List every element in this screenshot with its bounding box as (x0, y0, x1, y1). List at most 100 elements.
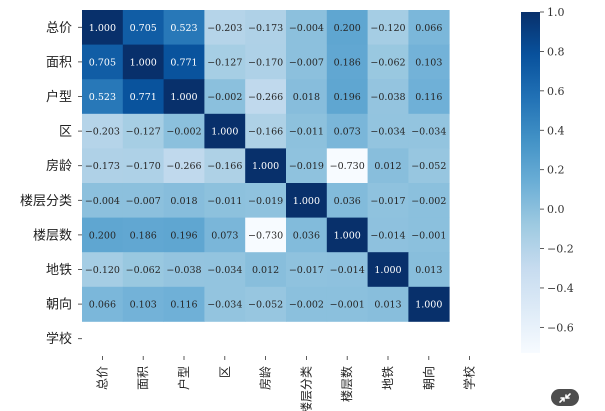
cell-value-label: −0.730 (248, 230, 283, 241)
x-tick-label: 地铁 (381, 366, 395, 390)
cell-value-label: −0.001 (330, 300, 365, 311)
x-tick-label: 楼层数 (339, 366, 354, 402)
x-tick-label: 区 (218, 366, 232, 378)
heatmap-cell (408, 286, 450, 322)
cell-value-label: −0.004 (85, 196, 120, 207)
colorbar-tick-label: 0.8 (547, 45, 565, 58)
heatmap-cell (408, 10, 450, 45)
cell-value-label: −0.034 (370, 127, 405, 138)
x-tick-label: 总价 (95, 366, 109, 390)
heatmap-cell (82, 44, 124, 80)
heatmap-cell (122, 148, 164, 184)
heatmap-cell (408, 148, 450, 184)
heatmap-cell (286, 79, 328, 115)
cell-value-label: −0.038 (370, 92, 405, 103)
cell-value-label: 0.103 (130, 300, 157, 311)
heatmap-cell (204, 148, 246, 184)
cell-value-label: 0.196 (170, 230, 197, 241)
heatmap-cell (367, 183, 409, 218)
heatmap-cell (408, 183, 450, 218)
heatmap-cell (122, 286, 164, 322)
y-tick-label: 房龄 (46, 158, 72, 174)
colorbar-ticks: 1.0 0.8 0.6 0.4 0.2 0.0 −0.2 −0.4 −0.6 (540, 6, 574, 334)
cell-value-label: −0.052 (248, 300, 283, 311)
heatmap-cell (367, 252, 409, 288)
cell-value-label: 0.116 (415, 92, 442, 103)
y-tick-label: 区 (59, 125, 72, 140)
cell-value-label: −0.034 (207, 300, 242, 311)
cell-value-label: 1.000 (415, 300, 442, 311)
cell-value-label: −0.002 (411, 196, 446, 207)
cell-value-label: −0.062 (126, 265, 161, 276)
y-tick-label: 户型 (46, 89, 72, 105)
heatmap-cell (286, 10, 328, 45)
cell-value-label: −0.007 (126, 196, 161, 207)
cell-value-label: −0.166 (248, 127, 283, 138)
cell-value-label: −0.019 (248, 196, 283, 207)
cell-value-label: −0.127 (207, 57, 242, 68)
cell-value-label: 0.200 (89, 230, 116, 241)
heatmap-cell-labels: 1.000 0.705 0.523 −0.203 −0.173 −0.004 0.200 −0… (85, 23, 447, 311)
heatmap-cell (367, 79, 409, 115)
colorbar-tick-label: 0.2 (547, 164, 565, 177)
cell-value-label: −0.002 (207, 92, 242, 103)
colorbar-tick-label: −0.6 (547, 321, 574, 334)
heatmap-cell (204, 217, 246, 253)
colorbar-tick-label: 0.6 (547, 85, 565, 98)
heatmap-cell (122, 44, 164, 80)
cell-value-label: 0.012 (374, 161, 401, 172)
cell-value-label: 1.000 (170, 92, 197, 103)
cell-value-label: 0.186 (130, 230, 157, 241)
heatmap-cell (245, 252, 287, 288)
heatmap-cell (286, 183, 328, 218)
cell-value-label: 1.000 (374, 265, 401, 276)
x-tick-label: 朝向 (421, 366, 436, 390)
heatmap-cell (82, 79, 124, 115)
heatmap-cell (367, 113, 409, 149)
cell-value-label: −0.038 (166, 265, 201, 276)
heatmap-cell (367, 148, 409, 184)
heatmap-cell (204, 286, 246, 322)
cell-value-label: −0.017 (289, 265, 324, 276)
cell-value-label: 0.018 (170, 196, 197, 207)
cell-value-label: 0.066 (89, 300, 116, 311)
colorbar-tick-label: 0.4 (547, 124, 565, 137)
y-tick-label: 楼层数 (33, 228, 72, 243)
heatmap-cell (204, 10, 246, 45)
heatmap-cell (204, 252, 246, 288)
heatmap-cell (82, 10, 124, 45)
heatmap-cells (82, 10, 450, 322)
colorbar-tick-label: 0.0 (547, 203, 565, 216)
y-tick-label: 地铁 (46, 263, 72, 278)
heatmap-cell (408, 79, 450, 115)
heatmap-cell (163, 252, 205, 288)
heatmap-cell (82, 252, 124, 288)
heatmap-cell (286, 113, 328, 149)
heatmap-cell (163, 183, 205, 218)
cell-value-label: −0.127 (126, 127, 161, 138)
cell-value-label: 0.771 (130, 92, 157, 103)
collapse-arrows-icon[interactable] (551, 389, 579, 406)
cell-value-label: 1.000 (89, 23, 116, 34)
heatmap-cell (286, 252, 328, 288)
heatmap-cell (326, 44, 368, 80)
heatmap-cell (82, 148, 124, 184)
heatmap-cell (408, 113, 450, 149)
heatmap-cell (122, 113, 164, 149)
cell-value-label: −0.173 (85, 161, 120, 172)
x-tick-label: 学校 (462, 366, 477, 390)
heatmap-cell (326, 252, 368, 288)
cell-value-label: 0.103 (415, 57, 442, 68)
heatmap-cell (326, 79, 368, 115)
heatmap-cell (122, 79, 164, 115)
heatmap-cell (326, 217, 368, 253)
cell-value-label: 0.012 (252, 265, 279, 276)
cell-value-label: −0.002 (166, 127, 201, 138)
heatmap-cell (204, 113, 246, 149)
cell-value-label: 1.000 (334, 230, 361, 241)
cell-value-label: −0.011 (289, 127, 324, 138)
cell-value-label: −0.166 (207, 161, 242, 172)
cell-value-label: −0.266 (166, 161, 201, 172)
